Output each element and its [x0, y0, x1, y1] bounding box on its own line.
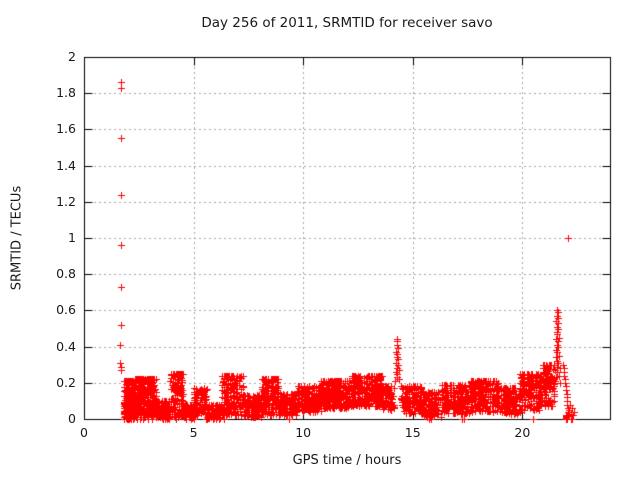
y-tick-label: 0: [68, 411, 76, 426]
x-tick-label: 10: [295, 425, 312, 440]
y-tick-label: 0.6: [56, 302, 76, 318]
y-tick-label: 1.6: [56, 121, 76, 137]
y-tick-label: 2: [68, 49, 76, 64]
x-tick-label: 0: [80, 425, 88, 440]
x-axis-label: GPS time / hours: [292, 453, 402, 468]
y-tick-label: 1.8: [56, 85, 76, 101]
x-tick-label: 15: [404, 425, 421, 440]
x-tick-label: 5: [189, 425, 198, 440]
y-tick-label: 1: [68, 230, 76, 245]
x-tick-label: 20: [514, 425, 531, 440]
y-tick-label: 1.4: [56, 157, 76, 173]
y-tick-label: 0.4: [56, 338, 76, 354]
chart-title: Day 256 of 2011, SRMTID for receiver sav…: [201, 15, 493, 31]
y-tick-label: 1.2: [56, 193, 76, 209]
y-tick-label: 0.8: [56, 266, 76, 282]
y-tick-label: 0.2: [56, 374, 76, 390]
